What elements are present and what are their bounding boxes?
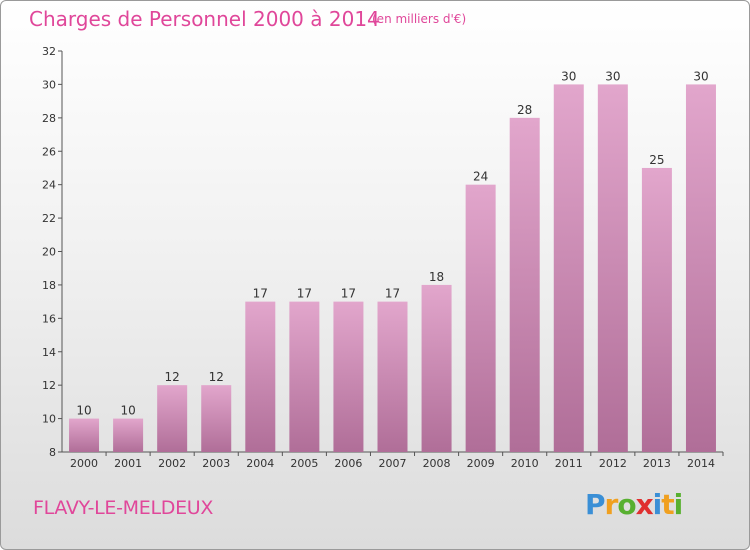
chart-title: Charges de Personnel 2000 à 2014 [29, 7, 380, 31]
bar [465, 184, 496, 452]
bar-value-label: 12 [209, 370, 224, 384]
bar [157, 385, 188, 452]
bar-value-label: 12 [165, 370, 180, 384]
bar [553, 84, 584, 453]
x-tick-label: 2011 [555, 457, 583, 470]
y-tick-label: 18 [42, 279, 56, 292]
x-tick-label: 2013 [643, 457, 671, 470]
y-tick-label: 16 [42, 312, 56, 325]
chart-subtitle: (en milliers d'€) [372, 12, 467, 26]
logo-letter: r [604, 488, 619, 521]
bar-value-label: 28 [517, 103, 532, 117]
x-tick-label: 2010 [511, 457, 539, 470]
y-tick-label: 22 [42, 212, 56, 225]
bar-value-label: 30 [693, 69, 708, 83]
logo-letter: i [652, 488, 663, 521]
y-tick-label: 30 [42, 78, 56, 91]
y-tick-label: 26 [42, 145, 56, 158]
bar-value-label: 17 [253, 287, 268, 301]
x-tick-label: 2007 [379, 457, 407, 470]
y-tick-label: 28 [42, 112, 56, 125]
x-tick-label: 2002 [158, 457, 186, 470]
bar [685, 84, 716, 453]
x-tick-label: 2000 [70, 457, 98, 470]
x-tick-label: 2003 [202, 457, 230, 470]
logo-letter: i [673, 488, 684, 521]
bar [597, 84, 628, 453]
bar-value-label: 30 [605, 69, 620, 83]
y-tick-label: 20 [42, 246, 56, 259]
x-tick-label: 2004 [246, 457, 274, 470]
bar [201, 385, 232, 452]
bar [377, 301, 408, 452]
bar [113, 418, 144, 452]
bar [69, 418, 100, 452]
bar-value-label: 30 [561, 69, 576, 83]
x-tick-label: 2006 [334, 457, 362, 470]
x-tick-label: 2012 [599, 457, 627, 470]
commune-name: FLAVY-LE-MELDEUX [33, 497, 214, 519]
bar-value-label: 17 [297, 287, 312, 301]
x-tick-label: 2008 [423, 457, 451, 470]
x-tick-label: 2005 [290, 457, 318, 470]
bar [289, 301, 320, 452]
x-tick-label: 2009 [467, 457, 495, 470]
bar [333, 301, 364, 452]
bar-value-label: 25 [649, 153, 664, 167]
y-tick-label: 32 [42, 45, 56, 58]
y-tick-label: 10 [42, 413, 56, 426]
logo-letter: x [635, 488, 654, 521]
bar [245, 301, 276, 452]
bar-value-label: 24 [473, 170, 488, 184]
bar-value-label: 17 [385, 287, 400, 301]
bar-value-label: 18 [429, 270, 444, 284]
bar [421, 284, 452, 452]
bar-value-label: 10 [120, 404, 135, 418]
y-tick-label: 8 [49, 446, 56, 459]
x-tick-label: 2014 [687, 457, 715, 470]
bar-value-label: 10 [76, 404, 91, 418]
y-tick-label: 14 [42, 346, 56, 359]
proxiti-logo: Proxiti [585, 488, 684, 521]
bar [509, 117, 540, 452]
y-tick-label: 12 [42, 379, 56, 392]
x-tick-label: 2001 [114, 457, 142, 470]
logo-letter: o [617, 488, 636, 521]
bar [641, 167, 672, 453]
y-tick-label: 24 [42, 179, 56, 192]
logo-letter: t [661, 488, 674, 521]
logo-letter: P [585, 488, 606, 521]
bar-value-label: 17 [341, 287, 356, 301]
